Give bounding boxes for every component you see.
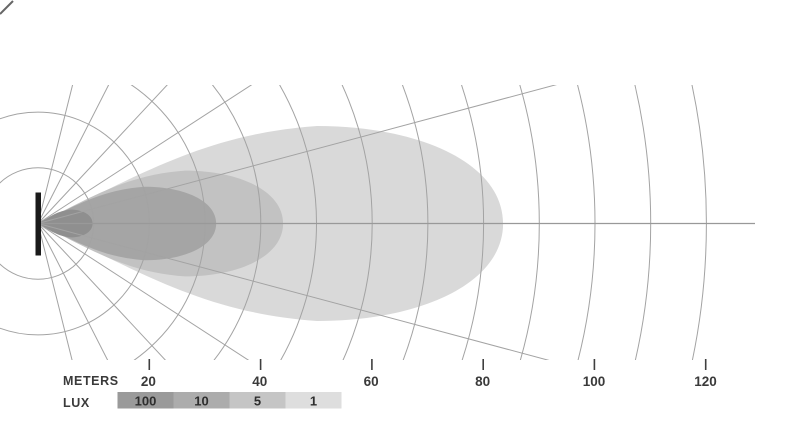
tick-label-20: 20 [141, 374, 156, 389]
lamp-source-bar [35, 192, 41, 256]
tick-label-100: 100 [583, 374, 606, 389]
legend-value-5: 5 [254, 394, 261, 409]
legend-swatch-100 [117, 392, 174, 409]
meters-axis: METERS 20 40 60 80 100 120 [63, 359, 717, 389]
legend-swatch-1 [285, 392, 342, 409]
legend-value-10: 10 [194, 394, 208, 409]
legend-swatch-10 [173, 392, 230, 409]
tick-label-60: 60 [364, 374, 379, 389]
legend-value-100: 100 [135, 394, 157, 409]
angle-ray--76deg [37, 223, 73, 360]
legend-value-1: 1 [310, 394, 317, 409]
angle-ray-63deg [37, 85, 110, 224]
lux-legend-title: LUX [63, 396, 90, 410]
lux-legend: LUX 100 10 5 1 [63, 392, 342, 410]
angle-ray--47deg [37, 223, 166, 360]
angle-ray-15deg [37, 85, 557, 224]
angle-ray--33deg [37, 223, 250, 360]
tick-label-40: 40 [252, 374, 267, 389]
angle-ray-76deg [37, 85, 74, 224]
angle-ray--63deg [37, 223, 109, 360]
legend-swatch-5 [229, 392, 286, 409]
angle-ray-33deg [37, 85, 253, 224]
tick-label-120: 120 [694, 374, 717, 389]
meters-axis-ticks [148, 359, 707, 370]
angle-ray--15deg [37, 223, 550, 360]
tick-label-80: 80 [475, 374, 490, 389]
meters-axis-title: METERS [63, 374, 119, 388]
corner-mark [0, 0, 14, 15]
angle-ray-47deg [37, 85, 168, 224]
